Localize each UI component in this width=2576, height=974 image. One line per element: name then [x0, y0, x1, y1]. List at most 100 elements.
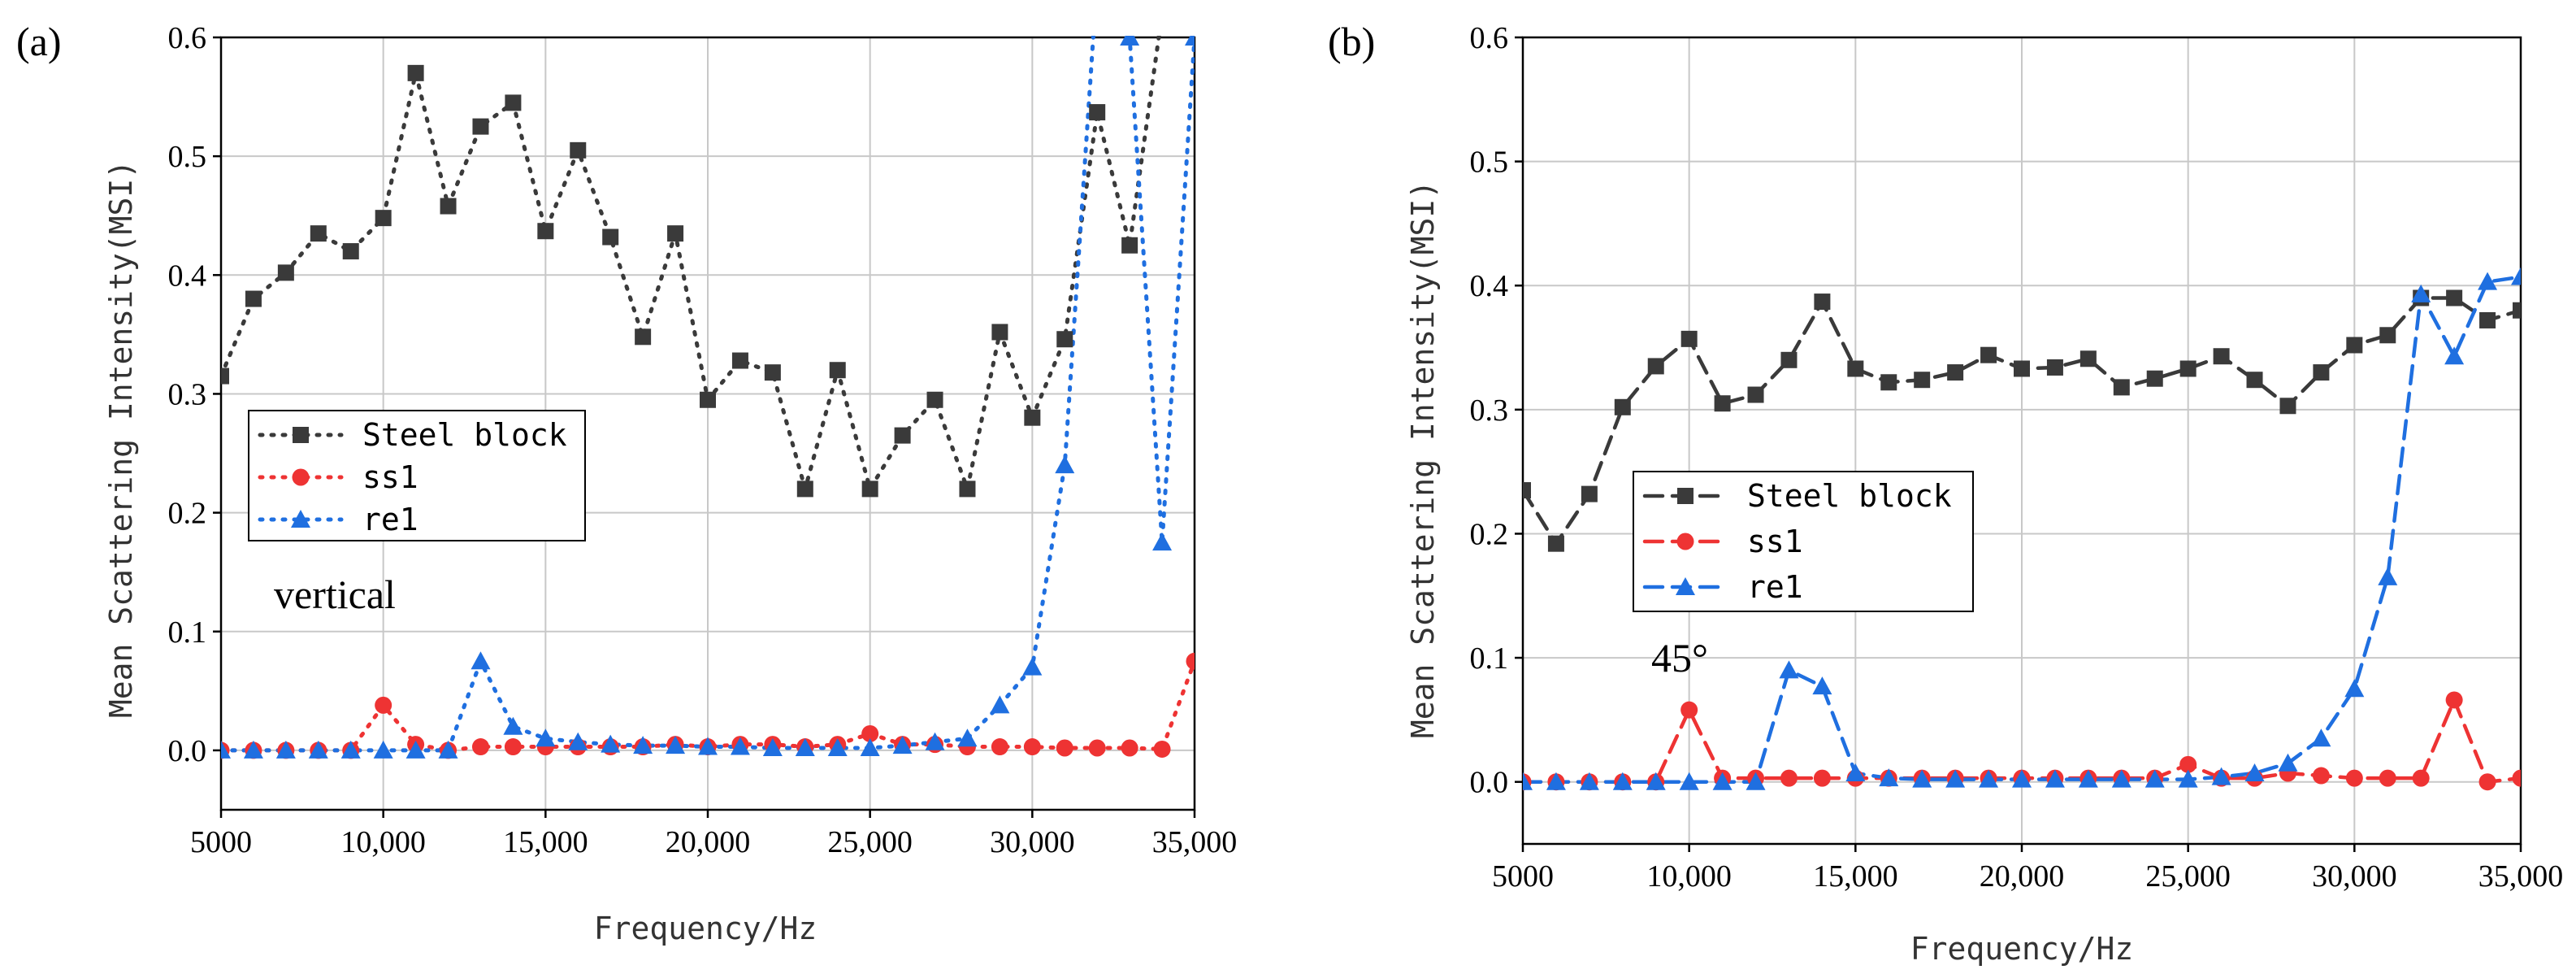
data-point-re1	[221, 740, 231, 759]
data-point-steel-block	[2479, 311, 2496, 328]
legend-label-steel-block: Steel block	[362, 417, 567, 453]
y-tick-label: 0.5	[168, 140, 207, 174]
data-point-steel-block	[537, 223, 554, 240]
data-point-steel-block	[635, 328, 652, 346]
data-point-steel-block	[2046, 359, 2063, 376]
data-point-ss1	[471, 738, 489, 756]
data-point-re1	[1812, 676, 1832, 695]
data-point-ss1	[1121, 739, 1138, 757]
data-point-re1	[633, 736, 653, 754]
panel-a: 5000 10,000 15,000 20,000 25,000 30,000 35,000…	[16, 6, 1237, 946]
x-tick-label: 30,000	[2312, 859, 2397, 894]
data-point-steel-block	[1581, 485, 1598, 502]
data-point-steel-block	[2313, 364, 2330, 381]
x-tick-label: 20,000	[1980, 859, 2065, 894]
data-point-steel-block	[407, 64, 424, 81]
data-point-steel-block	[1680, 330, 1698, 347]
data-point-ss1	[1056, 739, 1073, 757]
legend-label-ss1: ss1	[362, 459, 418, 495]
data-point-re1	[1523, 772, 1533, 790]
data-point-steel-block	[1814, 294, 1831, 311]
x-tick-label: 5000	[190, 825, 252, 859]
data-point-re1	[2012, 769, 2032, 788]
data-point-steel-block	[342, 243, 359, 260]
data-point-re1	[2244, 763, 2265, 782]
data-point-re1	[2344, 679, 2365, 698]
x-axis-label: Frequency/Hz	[594, 911, 817, 946]
data-point-steel-block	[1523, 482, 1531, 499]
legend-marker-re1	[1676, 577, 1695, 595]
data-point-re1	[2278, 753, 2298, 772]
x-tick-label: 25,000	[2145, 859, 2231, 894]
data-point-steel-block	[375, 210, 392, 227]
y-tick-label: 0.6	[168, 21, 207, 55]
data-point-re1	[795, 738, 815, 756]
legend-label-re1: re1	[362, 502, 418, 537]
data-point-re1	[2478, 272, 2498, 290]
data-point-steel-block	[1780, 351, 1798, 368]
data-point-re1	[1579, 772, 1599, 790]
data-point-ss1	[1186, 652, 1195, 670]
data-point-steel-block	[894, 427, 911, 444]
data-point-re1	[601, 734, 621, 753]
data-point-re1	[1945, 769, 1966, 788]
x-tick-label: 10,000	[340, 825, 426, 859]
data-point-re1	[1712, 772, 1733, 790]
x-tick-label: 25,000	[827, 825, 913, 859]
data-point-steel-block	[991, 324, 1008, 341]
data-point-steel-block	[245, 290, 262, 307]
data-point-ss1	[504, 738, 522, 756]
data-point-steel-block	[1980, 346, 1997, 363]
data-point-re1	[1120, 36, 1140, 46]
data-point-steel-block	[1089, 104, 1106, 121]
data-point-steel-block	[1056, 331, 1073, 348]
data-point-ss1	[861, 724, 879, 742]
legend-marker-re1	[291, 510, 310, 528]
x-tick-label: 15,000	[1813, 859, 1898, 894]
data-point-ss1	[1780, 769, 1798, 787]
data-point-re1	[568, 732, 588, 750]
panel-label: (a)	[16, 19, 62, 64]
data-point-ss1	[1680, 701, 1698, 719]
data-point-re1	[892, 736, 913, 754]
data-point-re1	[957, 728, 978, 747]
data-point-steel-block	[2079, 350, 2097, 367]
data-point-re1	[1979, 769, 1999, 788]
legend-marker-steel-block	[1677, 488, 1693, 504]
data-point-ss1	[2412, 769, 2430, 787]
y-tick-label: 0.3	[1470, 394, 1509, 428]
data-point-steel-block	[2113, 379, 2130, 396]
data-point-steel-block	[1647, 358, 1664, 375]
data-point-ss1	[2312, 767, 2330, 785]
data-point-steel-block	[505, 94, 522, 111]
data-point-re1	[2378, 567, 2398, 585]
data-point-re1	[1912, 769, 1932, 788]
data-point-re1	[762, 738, 783, 756]
data-point-re1	[827, 738, 848, 756]
data-point-steel-block	[2446, 289, 2463, 307]
data-point-steel-block	[1154, 6, 1170, 22]
legend: Steel block ss1 re1	[248, 410, 586, 541]
data-point-re1	[990, 695, 1010, 714]
data-point-re1	[1879, 768, 1899, 787]
data-point-re1	[1055, 455, 1075, 474]
data-point-steel-block	[2014, 360, 2030, 377]
legend-marker-ss1	[292, 468, 310, 486]
data-point-re1	[2144, 769, 2165, 788]
data-point-steel-block	[1880, 374, 1897, 391]
data-point-re1	[2078, 769, 2098, 788]
data-point-steel-block	[1747, 386, 1764, 403]
data-point-steel-block	[731, 352, 748, 369]
data-point-steel-block	[1847, 360, 1864, 377]
y-tick-label: 0.6	[1470, 21, 1509, 55]
data-point-re1	[1779, 660, 1799, 679]
data-point-steel-block	[2246, 372, 2263, 389]
data-point-steel-block	[861, 480, 878, 498]
data-point-steel-block	[1714, 395, 1731, 412]
data-point-steel-block	[1947, 364, 1964, 381]
data-point-ss1	[2445, 691, 2463, 709]
y-axis-label: Mean Scattering Intensity(MSI)	[103, 160, 139, 718]
data-point-re1	[308, 740, 328, 759]
data-point-re1	[1152, 533, 1173, 551]
data-point-steel-block	[667, 225, 684, 242]
